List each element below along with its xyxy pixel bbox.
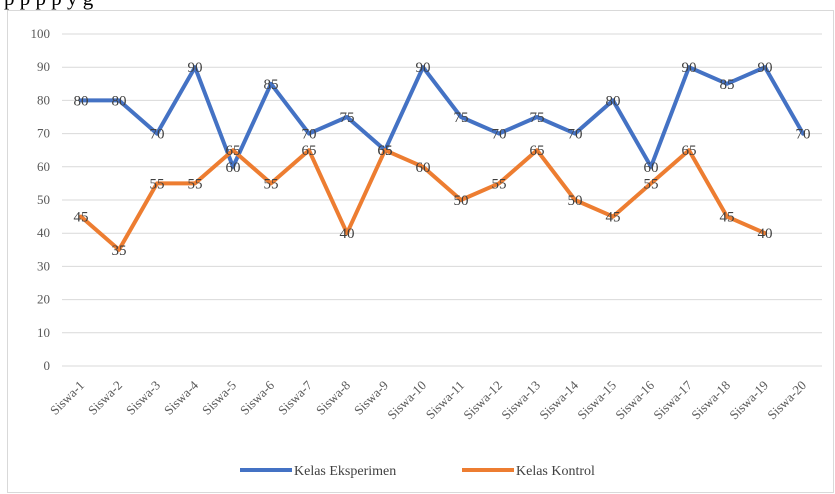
data-label: 40 (758, 226, 773, 242)
data-label: 55 (264, 176, 279, 192)
data-label: 75 (340, 110, 355, 126)
series-line-eksperimen (79, 65, 805, 169)
data-label: 65 (226, 143, 241, 159)
y-tick-label: 20 (37, 292, 50, 307)
y-tick-label: 60 (37, 159, 50, 174)
data-label: 80 (112, 93, 127, 109)
data-label: 80 (74, 93, 89, 109)
data-label: 65 (378, 143, 393, 159)
data-label: 45 (74, 210, 89, 226)
data-label: 65 (378, 143, 393, 159)
data-label: 70 (150, 127, 165, 143)
data-label: 55 (150, 176, 165, 192)
x-tick-label: Siswa-19 (726, 378, 771, 423)
data-label: 40 (340, 226, 355, 242)
data-label: 70 (302, 127, 317, 143)
x-tick-label: Siswa-13 (498, 378, 543, 423)
y-tick-label: 80 (37, 92, 50, 107)
y-tick-label: 90 (37, 59, 50, 74)
caption-text: p p p p y g (4, 0, 93, 9)
y-tick-label: 0 (44, 358, 51, 373)
y-axis-ticks: 0 10 20 30 40 50 60 70 80 90 100 (31, 26, 51, 373)
x-tick-label: Siswa-14 (536, 377, 581, 422)
x-tick-label: Siswa-16 (612, 377, 657, 422)
series-lines (79, 65, 805, 252)
x-tick-label: Siswa-20 (764, 378, 809, 423)
x-tick-label: Siswa-11 (423, 378, 467, 422)
y-tick-label: 40 (37, 225, 50, 240)
data-label: 60 (644, 160, 659, 176)
data-label: 70 (568, 127, 583, 143)
x-tick-label: Siswa-4 (161, 377, 202, 418)
data-label: 45 (606, 210, 621, 226)
legend: Kelas Eksperimen Kelas Kontrol (240, 464, 595, 479)
x-tick-label: Siswa-6 (237, 377, 278, 418)
data-label: 60 (416, 160, 431, 176)
x-tick-label: Siswa-5 (199, 378, 239, 418)
x-tick-label: Siswa-3 (123, 378, 163, 418)
data-label: 60 (226, 160, 241, 176)
legend-label: Kelas Kontrol (516, 464, 595, 479)
data-label: 85 (720, 77, 735, 93)
data-label: 85 (264, 77, 279, 93)
data-label: 50 (454, 193, 469, 209)
y-tick-label: 100 (31, 26, 51, 41)
data-label: 65 (682, 143, 697, 159)
x-tick-label: Siswa-18 (688, 378, 733, 423)
y-tick-label: 30 (37, 258, 50, 273)
x-tick-label: Siswa-8 (313, 378, 353, 418)
caption-fragment: p p p p y g (0, 0, 835, 12)
data-label: 90 (682, 60, 697, 76)
data-label: 70 (796, 127, 811, 143)
data-label: 75 (530, 110, 545, 126)
data-label: 50 (568, 193, 583, 209)
data-label: 45 (720, 210, 735, 226)
x-tick-label: Siswa-2 (85, 378, 125, 418)
data-label: 55 (492, 176, 507, 192)
data-labels: 80 80 70 90 60 85 70 75 65 90 75 70 75 70 80 60 90 85 90 70… (74, 60, 811, 259)
data-label: 65 (530, 143, 545, 159)
x-tick-label: Siswa-10 (384, 378, 429, 423)
data-label: 90 (758, 60, 773, 76)
data-label: 35 (112, 243, 127, 259)
data-label: 90 (188, 60, 203, 76)
series-line-kontrol (79, 148, 767, 252)
data-label: 70 (492, 127, 507, 143)
data-label: 80 (606, 93, 621, 109)
x-tick-label: Siswa-15 (574, 378, 619, 423)
gridlines (62, 33, 822, 367)
y-tick-label: 70 (37, 126, 50, 141)
data-label: 65 (302, 143, 317, 159)
data-label: 75 (454, 110, 469, 126)
data-label: 55 (188, 176, 203, 192)
legend-label: Kelas Eksperimen (294, 464, 396, 479)
data-label: 90 (416, 60, 431, 76)
x-tick-label: Siswa-1 (47, 378, 87, 418)
chart-frame (7, 10, 834, 493)
x-axis-ticks: Siswa-1Siswa-2Siswa-3Siswa-4Siswa-5Siswa… (47, 377, 809, 422)
y-tick-label: 10 (37, 325, 50, 340)
x-tick-label: Siswa-12 (460, 378, 505, 423)
data-label: 55 (644, 176, 659, 192)
x-tick-label: Siswa-17 (650, 377, 695, 422)
y-tick-label: 50 (37, 192, 50, 207)
x-tick-label: Siswa-7 (275, 377, 316, 418)
